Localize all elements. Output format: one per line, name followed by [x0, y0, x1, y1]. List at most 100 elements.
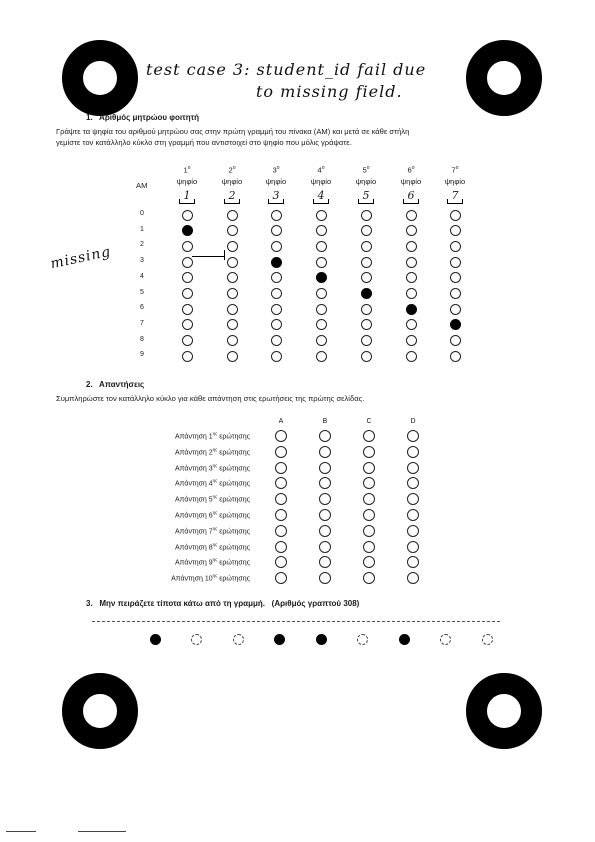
answer-bubble-q2-C[interactable]: [363, 445, 375, 458]
id-bubble-col7-digit6[interactable]: [449, 303, 461, 315]
id-bubble-col7-digit0[interactable]: [449, 209, 461, 221]
id-bubble-col2-digit5[interactable]: [226, 288, 238, 299]
id-bubble-col7-digit7[interactable]: [449, 319, 461, 331]
answer-bubble-q3-C[interactable]: [363, 461, 375, 474]
id-bubble-col6-digit0[interactable]: [405, 209, 417, 221]
answer-bubble-q2-A[interactable]: [275, 445, 287, 458]
answer-bubble-q2-D[interactable]: [407, 445, 419, 458]
id-bubble-col1-digit9[interactable]: [181, 350, 193, 362]
answer-bubble-q4-D[interactable]: [407, 477, 419, 490]
id-bubble-col4-digit8[interactable]: [315, 335, 327, 347]
id-bubble-col5-digit8[interactable]: [360, 335, 372, 347]
id-bubble-col5-digit9[interactable]: [360, 350, 372, 362]
id-bubble-col6-digit7[interactable]: [405, 319, 417, 331]
id-bubble-col4-digit6[interactable]: [315, 303, 327, 315]
id-bubble-col3-digit0[interactable]: [270, 209, 282, 221]
id-bubble-col7-digit2[interactable]: [449, 240, 461, 252]
answer-bubble-q9-A[interactable]: [275, 556, 287, 569]
id-bubble-col4-digit9[interactable]: [315, 350, 327, 362]
id-bubble-col4-digit4[interactable]: [315, 272, 327, 284]
id-bubble-col5-digit4[interactable]: [360, 272, 372, 284]
id-bubble-col7-digit1[interactable]: [449, 225, 461, 237]
id-bubble-col2-digit9[interactable]: [226, 350, 238, 362]
id-bubble-col1-digit0[interactable]: [181, 209, 193, 221]
id-bubble-col3-digit3[interactable]: [270, 256, 282, 268]
id-bubble-col2-digit1[interactable]: [226, 225, 238, 237]
id-bubble-col1-digit6[interactable]: [181, 303, 193, 315]
id-bubble-col6-digit8[interactable]: [405, 335, 417, 347]
answer-bubble-q1-C[interactable]: [363, 430, 375, 442]
id-bubble-col3-digit5[interactable]: [270, 288, 282, 299]
answer-bubble-q3-B[interactable]: [319, 461, 331, 474]
id-bubble-col1-digit2[interactable]: [181, 240, 193, 252]
answer-bubble-q1-D[interactable]: [407, 430, 419, 442]
id-bubble-col1-digit8[interactable]: [181, 335, 193, 347]
id-bubble-col4-digit7[interactable]: [315, 319, 327, 331]
id-bubble-col7-digit4[interactable]: [449, 272, 461, 284]
id-bubble-col2-digit7[interactable]: [226, 319, 238, 331]
answer-bubble-q3-A[interactable]: [275, 461, 287, 474]
answer-bubble-q5-A[interactable]: [275, 493, 287, 506]
answer-bubble-q7-A[interactable]: [275, 524, 287, 537]
answer-bubble-q3-D[interactable]: [407, 461, 419, 474]
id-bubble-col4-digit5[interactable]: [315, 288, 327, 299]
id-bubble-col1-digit5[interactable]: [181, 288, 193, 299]
id-bubble-col6-digit4[interactable]: [405, 272, 417, 284]
answer-bubble-q1-B[interactable]: [319, 430, 331, 442]
answer-bubble-q8-C[interactable]: [363, 540, 375, 553]
answer-bubble-q9-B[interactable]: [319, 556, 331, 569]
answer-bubble-q9-D[interactable]: [407, 556, 419, 569]
id-bubble-col2-digit2[interactable]: [226, 240, 238, 252]
answer-bubble-q8-D[interactable]: [407, 540, 419, 553]
answer-bubble-q1-A[interactable]: [275, 430, 287, 442]
id-bubble-col4-digit1[interactable]: [315, 225, 327, 237]
answer-bubble-q5-C[interactable]: [363, 493, 375, 506]
id-bubble-col6-digit5[interactable]: [405, 288, 417, 299]
id-bubble-col1-digit1[interactable]: [181, 225, 193, 237]
id-bubble-col5-digit0[interactable]: [360, 209, 372, 221]
id-bubble-col3-digit4[interactable]: [270, 272, 282, 284]
id-bubble-col5-digit3[interactable]: [360, 256, 372, 268]
id-bubble-col6-digit1[interactable]: [405, 225, 417, 237]
answer-bubble-q4-A[interactable]: [275, 477, 287, 490]
id-bubble-col6-digit2[interactable]: [405, 240, 417, 252]
id-bubble-col1-digit4[interactable]: [181, 272, 193, 284]
id-bubble-col2-digit4[interactable]: [226, 272, 238, 284]
id-bubble-col2-digit0[interactable]: [226, 209, 238, 221]
id-bubble-col2-digit3[interactable]: [226, 256, 238, 268]
id-bubble-col2-digit6[interactable]: [226, 303, 238, 315]
id-bubble-col3-digit8[interactable]: [270, 335, 282, 347]
answer-bubble-q8-A[interactable]: [275, 540, 287, 553]
answer-bubble-q9-C[interactable]: [363, 556, 375, 569]
answer-bubble-q7-C[interactable]: [363, 524, 375, 537]
id-bubble-col6-digit9[interactable]: [405, 350, 417, 362]
answer-bubble-q4-C[interactable]: [363, 477, 375, 490]
id-bubble-col4-digit3[interactable]: [315, 256, 327, 268]
id-bubble-col3-digit1[interactable]: [270, 225, 282, 237]
id-bubble-col7-digit8[interactable]: [449, 335, 461, 347]
answer-bubble-q10-D[interactable]: [407, 572, 419, 585]
answer-bubble-q4-B[interactable]: [319, 477, 331, 490]
answer-bubble-q6-B[interactable]: [319, 509, 331, 521]
answer-bubble-q7-B[interactable]: [319, 524, 331, 537]
id-bubble-col1-digit7[interactable]: [181, 319, 193, 331]
id-bubble-col7-digit5[interactable]: [449, 288, 461, 299]
id-bubble-col7-digit3[interactable]: [449, 256, 461, 268]
id-bubble-col6-digit3[interactable]: [405, 256, 417, 268]
id-bubble-col6-digit6[interactable]: [405, 303, 417, 315]
answer-bubble-q8-B[interactable]: [319, 540, 331, 553]
id-bubble-col4-digit2[interactable]: [315, 240, 327, 252]
answer-bubble-q10-B[interactable]: [319, 572, 331, 585]
id-bubble-col5-digit7[interactable]: [360, 319, 372, 331]
answer-bubble-q5-D[interactable]: [407, 493, 419, 506]
id-bubble-col5-digit5[interactable]: [360, 288, 372, 299]
id-bubble-col3-digit6[interactable]: [270, 303, 282, 315]
answer-bubble-q10-C[interactable]: [363, 572, 375, 585]
answer-bubble-q5-B[interactable]: [319, 493, 331, 506]
id-bubble-col1-digit3[interactable]: [181, 256, 193, 268]
answer-bubble-q6-D[interactable]: [407, 509, 419, 521]
answer-bubble-q7-D[interactable]: [407, 524, 419, 537]
answer-bubble-q6-C[interactable]: [363, 509, 375, 521]
answer-bubble-q6-A[interactable]: [275, 509, 287, 521]
id-bubble-col2-digit8[interactable]: [226, 335, 238, 347]
